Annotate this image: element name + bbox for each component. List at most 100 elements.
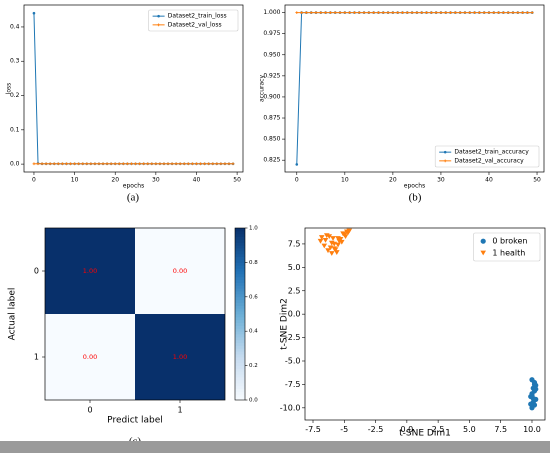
y-tick-label: 0.875 — [263, 115, 280, 122]
heatmap-cell — [135, 228, 225, 314]
point — [487, 11, 491, 14]
colorbar-strip — [235, 345, 245, 349]
colorbar-strip — [235, 276, 245, 280]
colorbar-strip — [235, 391, 245, 395]
point — [458, 11, 462, 14]
point — [335, 242, 341, 248]
point — [324, 11, 328, 14]
point — [203, 162, 207, 166]
point — [121, 162, 125, 166]
point — [420, 11, 424, 14]
colorbar-strip — [235, 325, 245, 329]
legend-label: 1 health — [492, 248, 525, 257]
point — [300, 11, 303, 14]
point — [410, 11, 414, 14]
axes-frame — [23, 4, 244, 173]
point — [101, 162, 105, 166]
y-tick-label: -2.5 — [285, 333, 301, 342]
colorbar-strip — [235, 374, 245, 378]
point — [318, 235, 325, 240]
colorbar-strip — [235, 262, 245, 266]
colorbar-strip — [235, 328, 245, 332]
point — [191, 162, 194, 166]
point — [150, 162, 154, 166]
point — [405, 11, 409, 14]
point — [377, 11, 380, 14]
x-tick-label: 20 — [111, 176, 119, 183]
point — [511, 11, 515, 14]
colorbar-strip — [235, 382, 245, 387]
axes-frame — [44, 227, 226, 401]
colorbar-strip — [235, 362, 245, 366]
point — [207, 162, 211, 166]
point — [195, 162, 198, 166]
y-tick-label: 1.000 — [263, 9, 280, 16]
x-tick-label: 10 — [71, 176, 79, 183]
point — [362, 11, 366, 14]
colorbar-strip — [235, 319, 245, 323]
colorbar-strip — [235, 311, 245, 315]
point — [154, 162, 158, 166]
colorbar-strip — [235, 348, 245, 352]
colorbar-strip — [235, 351, 245, 355]
x-tick-label: 20 — [389, 176, 397, 183]
point — [372, 11, 376, 14]
legend-marker — [480, 238, 486, 244]
point — [32, 11, 36, 15]
point — [396, 11, 400, 14]
colorbar-strip — [235, 357, 245, 361]
colorbar-strip — [235, 334, 245, 338]
colorbar-strip — [235, 271, 245, 275]
colorbar-strip — [235, 305, 245, 309]
colorbar-strip — [235, 228, 245, 232]
point — [329, 11, 332, 14]
point — [319, 11, 323, 14]
window-bar — [0, 441, 550, 453]
colorbar-strip — [235, 230, 245, 235]
y-tick-label: 2.5 — [288, 286, 301, 295]
legend-marker — [443, 150, 447, 154]
point — [186, 162, 190, 166]
series-line — [296, 12, 533, 165]
x-tick-label: 10.0 — [523, 425, 541, 434]
y-axis-label: t-SNE Dim2 — [280, 298, 290, 350]
point — [323, 233, 330, 239]
legend-marker — [480, 250, 486, 256]
x-tick-label: 0 — [32, 176, 36, 183]
point — [367, 11, 371, 14]
legend-marker — [157, 23, 160, 27]
point — [473, 11, 476, 14]
cell-label: 0.00 — [173, 267, 187, 275]
colorbar-strip — [235, 308, 245, 312]
point — [309, 11, 313, 14]
point — [342, 234, 349, 240]
point — [32, 162, 36, 166]
point — [81, 162, 85, 166]
point — [415, 11, 419, 14]
y-tick-label: 0.0 — [288, 310, 301, 319]
colorbar-strip — [235, 342, 245, 346]
colorbar-strip — [235, 299, 245, 303]
point — [497, 11, 500, 14]
y-tick-label: 0 — [34, 267, 39, 276]
axes-frame — [304, 227, 546, 421]
point — [328, 251, 335, 256]
colorbar-strip — [235, 379, 245, 384]
point — [401, 11, 404, 14]
point — [492, 11, 496, 14]
point — [36, 162, 40, 166]
point — [199, 162, 202, 166]
point — [60, 162, 64, 166]
point — [526, 11, 529, 14]
point — [317, 238, 324, 244]
point — [314, 11, 318, 14]
point — [170, 162, 174, 166]
x-axis-label: Predict label — [107, 416, 163, 426]
x-tick-label: 40 — [485, 176, 493, 183]
point — [304, 11, 308, 14]
point — [93, 162, 97, 166]
point — [158, 162, 162, 166]
point — [516, 11, 520, 14]
colorbar-strip — [235, 302, 245, 306]
